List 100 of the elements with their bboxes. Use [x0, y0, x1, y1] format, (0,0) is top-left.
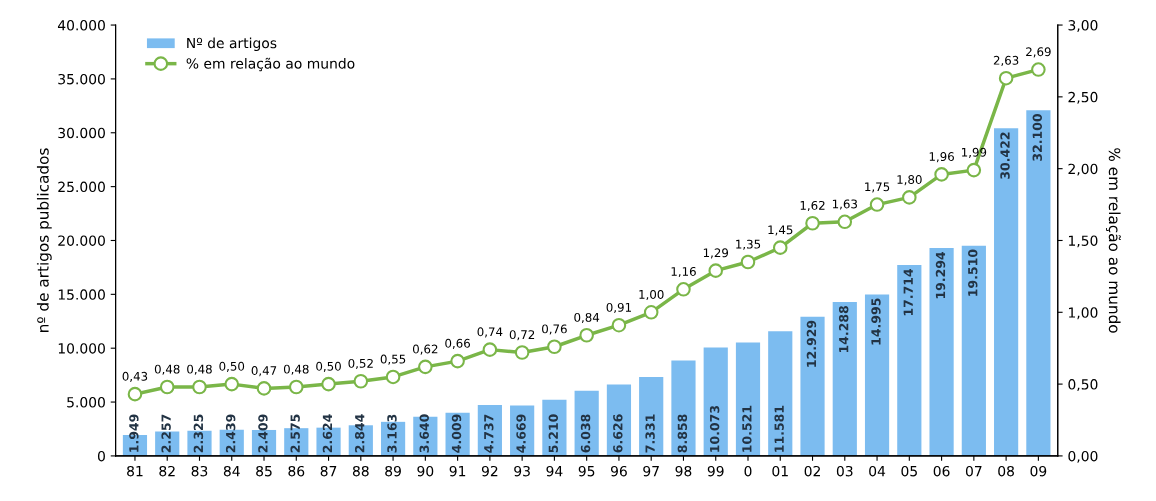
- data-label: 0,76: [542, 324, 567, 335]
- data-label: 11.581: [774, 405, 784, 452]
- x-tick-label: 85: [256, 465, 272, 477]
- y2-tick-label: 0,00: [1068, 450, 1098, 463]
- data-label: 2.257: [161, 414, 171, 453]
- data-label: 4.009: [451, 414, 462, 453]
- x-tick-label: 08: [998, 465, 1014, 477]
- data-label: 0,74: [477, 327, 503, 338]
- bar: [961, 245, 986, 456]
- point: [450, 353, 465, 369]
- legend-label: % em relação ao mundo: [186, 57, 355, 72]
- data-label: 0,91: [606, 302, 631, 314]
- point: [676, 282, 691, 297]
- y-tick-label: 35.000: [58, 73, 105, 85]
- x-tick-label: 89: [385, 465, 401, 477]
- x-tick-label: 96: [610, 465, 627, 477]
- x-tick-label: 0: [744, 465, 752, 477]
- y2-tick-label: 3,00: [1068, 20, 1098, 32]
- data-label: 0,66: [445, 338, 471, 349]
- x-tick-label: 92: [481, 465, 498, 477]
- bar: [864, 294, 890, 456]
- bar: [897, 265, 922, 456]
- data-label: 1,75: [865, 182, 890, 193]
- data-label: 1,35: [736, 239, 761, 250]
- bar: [639, 376, 664, 456]
- data-label: 0,50: [316, 361, 341, 372]
- legend-label: Nº de artigos: [187, 37, 277, 51]
- x-tick-label: 02: [804, 465, 820, 477]
- point: [514, 345, 530, 360]
- data-label: 19.294: [935, 251, 946, 299]
- point: [547, 339, 562, 355]
- data-label: 0,84: [574, 312, 600, 324]
- data-label: 14.995: [871, 298, 881, 345]
- data-label: 17.714: [903, 268, 913, 316]
- y2-tick-label: 2,00: [1068, 163, 1098, 176]
- data-label: 0,43: [122, 371, 148, 382]
- data-label: 7.331: [645, 414, 655, 453]
- x-tick-label: 83: [191, 465, 208, 477]
- x-tick-label: 09: [1030, 465, 1047, 477]
- x-tick-label: 90: [417, 465, 434, 477]
- bar: [929, 248, 954, 456]
- y2-tick-label: 1,50: [1068, 235, 1098, 248]
- data-label: 1,29: [703, 248, 729, 259]
- x-tick-label: 97: [643, 465, 659, 477]
- point: [772, 240, 788, 255]
- y-tick-label: 10.000: [58, 343, 105, 354]
- data-label: 0,48: [154, 364, 180, 375]
- data-label: 0,52: [348, 358, 373, 370]
- data-label: 2,63: [993, 55, 1019, 66]
- y-tick-label: 40.000: [57, 20, 105, 31]
- data-label: 6.038: [580, 414, 591, 453]
- data-label: 1,80: [897, 175, 922, 186]
- y2-tick-label: 1,00: [1068, 307, 1098, 320]
- x-tick-label: 93: [514, 465, 530, 477]
- data-label: 0,72: [509, 330, 535, 341]
- data-label: 1.949: [129, 414, 139, 452]
- x-tick-label: 01: [772, 465, 788, 477]
- point: [611, 317, 627, 333]
- data-label: 1,16: [671, 266, 696, 278]
- data-label: 5.210: [548, 414, 559, 453]
- x-tick-label: 07: [965, 465, 982, 477]
- y-axis-title: nº de artigos publicados: [36, 148, 52, 332]
- x-tick-label: 86: [288, 465, 305, 477]
- x-tick-label: 04: [869, 465, 886, 477]
- point: [321, 376, 336, 392]
- bar: [800, 316, 825, 456]
- point: [192, 379, 207, 395]
- data-label: 0,48: [283, 364, 309, 375]
- data-label: 32.100: [1032, 113, 1043, 161]
- point: [482, 342, 498, 357]
- x-tick-label: 05: [901, 465, 917, 477]
- bar: [671, 360, 696, 456]
- x-tick-label: 81: [127, 465, 143, 477]
- data-label: 2.325: [193, 414, 204, 453]
- point: [579, 327, 594, 343]
- point: [934, 167, 949, 182]
- data-label: 2.439: [225, 414, 236, 453]
- data-label: 30.422: [1000, 132, 1010, 179]
- y2-tick-label: 2,50: [1068, 91, 1098, 104]
- data-label: 2.624: [322, 414, 333, 453]
- point: [643, 305, 659, 320]
- x-tick-label: 98: [675, 465, 692, 477]
- point: [224, 376, 240, 392]
- point: [385, 369, 401, 385]
- bar: [994, 128, 1019, 456]
- bar: [703, 347, 728, 456]
- x-tick-label: 06: [933, 465, 950, 477]
- point: [1031, 62, 1046, 77]
- point: [256, 381, 272, 396]
- y-tick-label: 20.000: [58, 235, 105, 246]
- x-tick-label: 03: [836, 465, 853, 477]
- data-label: 12.929: [806, 320, 817, 367]
- x-tick-label: 91: [449, 465, 466, 477]
- bar: [1026, 110, 1051, 456]
- data-label: 2.844: [354, 414, 365, 453]
- data-label: 0,48: [187, 364, 212, 375]
- point: [708, 263, 724, 278]
- y2-axis-title: % em relação ao mundo: [1106, 148, 1121, 333]
- y2-tick-label: 0,50: [1068, 379, 1098, 391]
- bar: [735, 342, 761, 456]
